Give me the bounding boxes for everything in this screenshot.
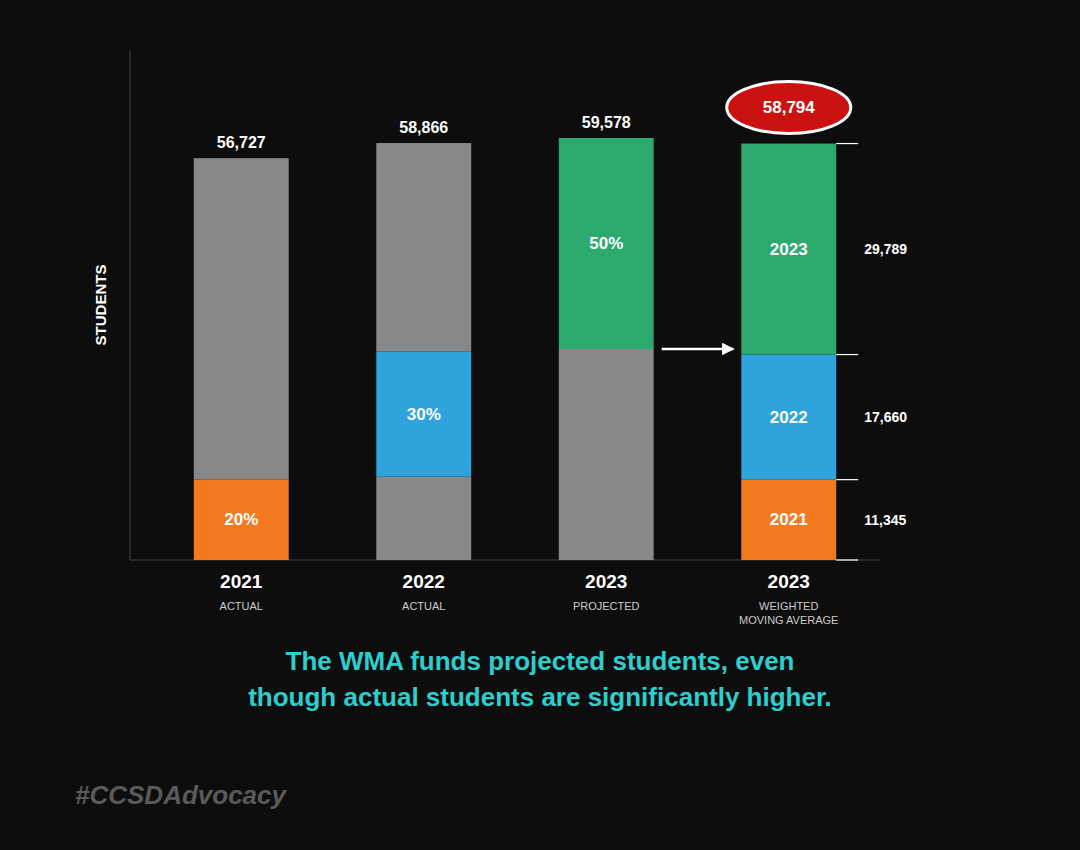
side-label: 29,789 — [864, 241, 907, 257]
y-axis-label: STUDENTS — [92, 265, 109, 346]
x-tick-label: 2021 — [220, 571, 263, 592]
boundary-tick — [836, 479, 858, 480]
x-tick-label: 2022 — [403, 571, 445, 592]
y-axis-line — [130, 50, 131, 560]
total-label: 56,727 — [217, 134, 266, 151]
bars — [194, 138, 836, 560]
subtitle: The WMA funds projected students, eventh… — [248, 646, 832, 712]
bar-segment — [559, 138, 654, 349]
x-tick-label: 2023 — [585, 571, 627, 592]
category-note: ACTUAL — [402, 600, 445, 612]
bar-segment — [741, 144, 836, 355]
segment-label: 2021 — [770, 510, 808, 529]
highlight-oval — [727, 82, 851, 134]
footer: #CCSDAdvocacy — [75, 780, 288, 810]
x-tick-label: 2023 — [768, 571, 810, 592]
segment-label: 2022 — [770, 408, 808, 427]
boundary-tick — [836, 354, 858, 355]
arrow — [662, 348, 734, 351]
category-note: WEIGHTEDMOVING AVERAGE — [739, 600, 838, 626]
bar-segment — [741, 355, 836, 480]
bar-segment — [194, 480, 289, 560]
chart: 20% 30% 50% 2021 2022 2023 56,727 58,866 59,578 5… — [0, 0, 1080, 850]
total-label: 58,866 — [399, 119, 448, 136]
boundary-tick — [836, 559, 858, 560]
boundary-tick — [836, 143, 858, 144]
segment-label: 30% — [407, 405, 441, 424]
category-note: ACTUAL — [220, 600, 263, 612]
segment-label: 2023 — [770, 240, 808, 259]
total-label: 59,578 — [582, 114, 631, 131]
bar-segment — [376, 352, 471, 477]
total-label: 58,794 — [763, 98, 816, 117]
bar-segment — [194, 158, 289, 479]
segment-label: 50% — [589, 234, 623, 253]
side-label: 17,660 — [864, 409, 907, 425]
bar-segment — [376, 143, 471, 352]
segment-label: 20% — [224, 510, 258, 529]
category-note: PROJECTED — [573, 600, 640, 612]
bar-segment — [741, 480, 836, 560]
side-label: 11,345 — [864, 512, 906, 528]
bar-segment — [376, 477, 471, 560]
labels: 20% 30% 50% 2021 2022 2023 56,727 58,866 59,578 5… — [217, 82, 907, 560]
background — [0, 0, 1080, 850]
bar-segment — [559, 349, 654, 560]
